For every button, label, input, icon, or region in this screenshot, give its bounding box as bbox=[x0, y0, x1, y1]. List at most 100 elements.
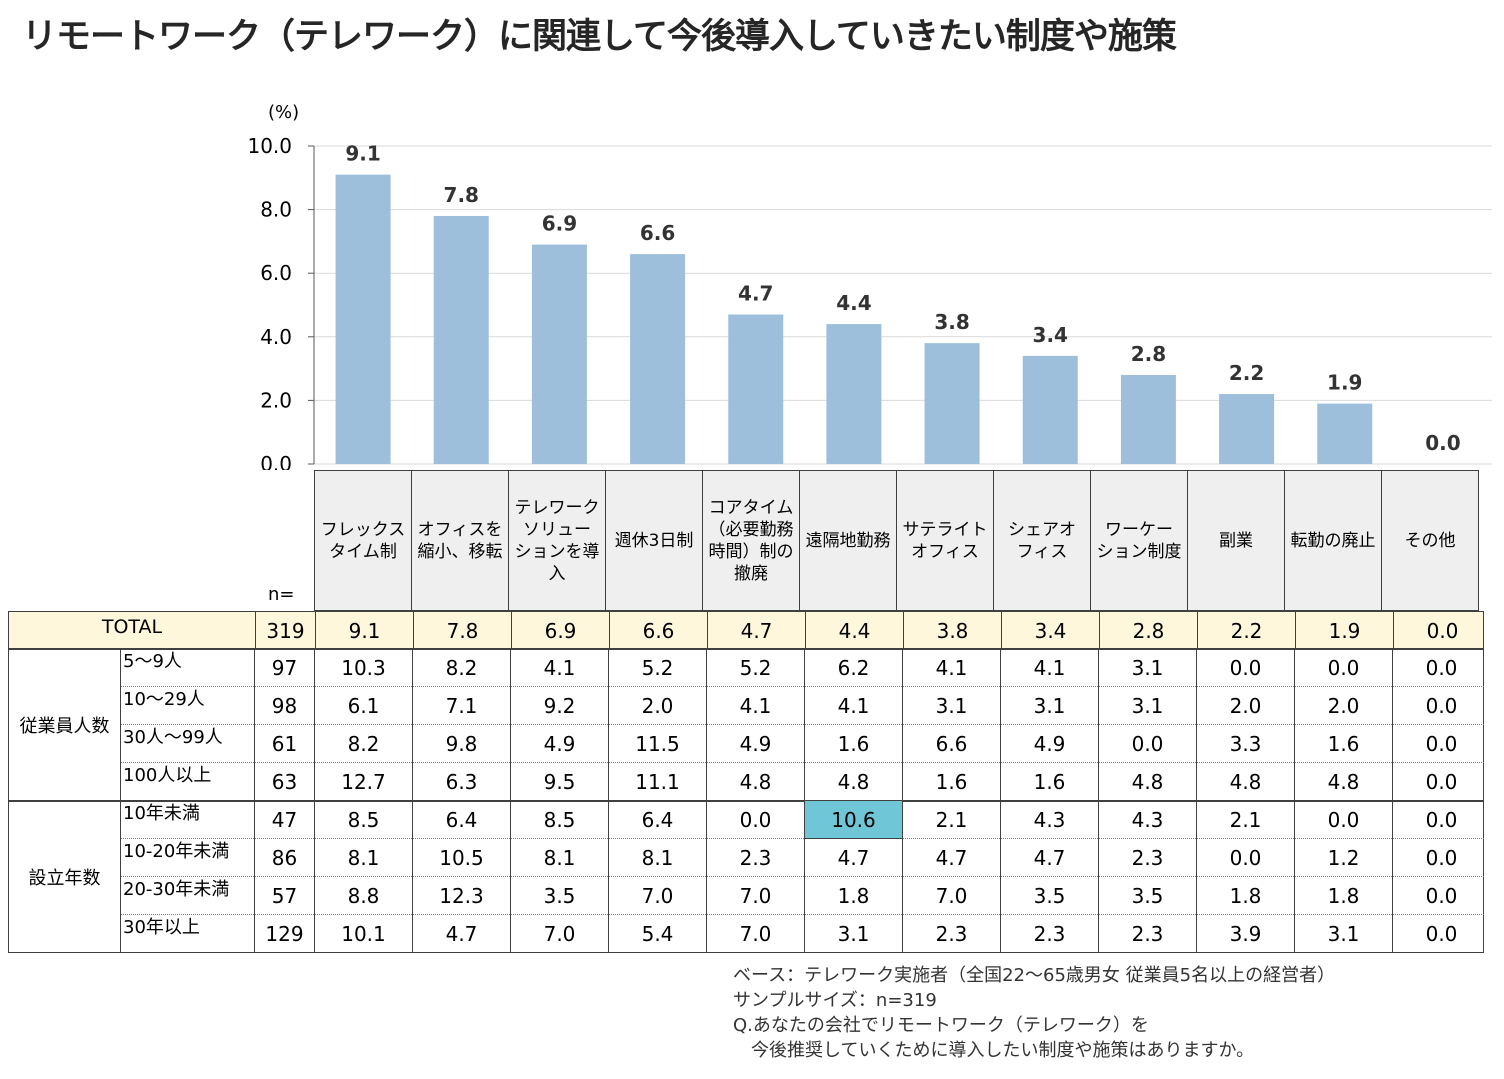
y-unit-label: (%) bbox=[268, 102, 299, 123]
data-label: 1.9 bbox=[1327, 371, 1362, 395]
cell-value: 11.1 bbox=[608, 763, 706, 801]
cell-value: 2.3 bbox=[1098, 915, 1196, 953]
cell-value: 4.3 bbox=[1098, 801, 1196, 839]
category-label: オフィスを 縮小、移転 bbox=[411, 470, 509, 611]
subgroup-label: 30年以上 bbox=[123, 917, 200, 938]
cell-value: 7.0 bbox=[510, 915, 608, 953]
n-label: n= bbox=[268, 584, 295, 605]
cell-value: 0.0 bbox=[706, 801, 804, 839]
y-tick-label: 10.0 bbox=[247, 134, 292, 158]
subgroup-label: 5～9人 bbox=[123, 651, 182, 672]
cell-value: 12.3 bbox=[412, 877, 510, 915]
cell-value: 3.5 bbox=[510, 877, 608, 915]
cell-value: 0.0 bbox=[1196, 839, 1294, 877]
bar-chart: (%) 0.0 2.0 4.0 6.0 8.0 10.0 9.1 7.8 6.9 6.6 4.7 4.4… bbox=[247, 102, 1492, 470]
cell-value: 1.9 bbox=[1295, 612, 1393, 650]
table-row: 30人～99人 61 8.2 9.8 4.9 11.5 4.9 1.6 6.6 4.9 0.0 3.3… bbox=[8, 725, 1484, 763]
cell-value: 0.0 bbox=[1392, 687, 1490, 725]
cell-value: 1.6 bbox=[804, 725, 902, 763]
subgroup-label: 20-30年未満 bbox=[123, 879, 230, 900]
cell-value: 4.1 bbox=[1000, 649, 1098, 687]
cell-value: 0.0 bbox=[1392, 877, 1490, 915]
category-label: 副業 bbox=[1187, 470, 1285, 611]
n-value: 97 bbox=[254, 649, 314, 687]
category-label: コアタイム （必要勤務 時間）制の 撤廃 bbox=[702, 470, 800, 611]
y-tick-label: 0.0 bbox=[260, 452, 292, 470]
cell-value: 8.1 bbox=[314, 839, 412, 877]
cell-value: 0.0 bbox=[1196, 649, 1294, 687]
category-label: ワーケー ション制度 bbox=[1090, 470, 1188, 611]
cell-value: 6.6 bbox=[609, 612, 707, 650]
y-tick-label: 4.0 bbox=[260, 325, 292, 349]
bar bbox=[826, 324, 882, 464]
cell-value: 9.2 bbox=[510, 687, 608, 725]
footnote-line: ベース：テレワーク実施者（全国22～65歳男女 従業員5名以上の経営者） bbox=[733, 965, 1336, 986]
group-frame bbox=[120, 801, 1484, 953]
cell-value: 10.3 bbox=[314, 649, 412, 687]
cell-value: 0.0 bbox=[1392, 839, 1490, 877]
cell-value: 6.4 bbox=[608, 801, 706, 839]
cell-value: 4.8 bbox=[804, 763, 902, 801]
cell-value: 11.5 bbox=[608, 725, 706, 763]
cell-value: 0.0 bbox=[1392, 725, 1490, 763]
n-value: 61 bbox=[254, 725, 314, 763]
n-value: 86 bbox=[254, 839, 314, 877]
cell-value: 1.8 bbox=[1196, 877, 1294, 915]
table-row: 10～29人 98 6.1 7.1 9.2 2.0 4.1 4.1 3.1 3.1 3.1 2.0 2.… bbox=[8, 687, 1484, 725]
cell-value: 2.3 bbox=[1000, 915, 1098, 953]
category-label: その他 bbox=[1381, 470, 1479, 611]
n-value: 47 bbox=[254, 801, 314, 839]
data-label: 3.8 bbox=[934, 310, 969, 334]
cell-value: 12.7 bbox=[314, 763, 412, 801]
table-row-total: TOTAL 319 9.1 7.8 6.9 6.6 4.7 4.4 3.8 3.4 2.8 2.2 1.… bbox=[8, 611, 1484, 650]
cell-value: 2.0 bbox=[1196, 687, 1294, 725]
cell-value: 2.0 bbox=[1294, 687, 1392, 725]
cell-value: 2.1 bbox=[1196, 801, 1294, 839]
cell-value: 4.7 bbox=[707, 612, 805, 650]
category-label: 遠隔地勤務 bbox=[799, 470, 897, 611]
cell-value: 7.0 bbox=[608, 877, 706, 915]
cell-value: 1.8 bbox=[804, 877, 902, 915]
cell-value: 5.2 bbox=[706, 649, 804, 687]
cell-value: 9.5 bbox=[510, 763, 608, 801]
cell-value: 0.0 bbox=[1294, 649, 1392, 687]
cell-value: 3.3 bbox=[1196, 725, 1294, 763]
footnote-line: Q.あなたの会社でリモートワーク（テレワーク）を bbox=[733, 1015, 1149, 1036]
category-label: サテライト オフィス bbox=[896, 470, 994, 611]
table-row: 30年以上 129 10.1 4.7 7.0 5.4 7.0 3.1 2.3 2.3 2.3 3.9 3… bbox=[8, 915, 1484, 953]
cell-value: 0.0 bbox=[1392, 801, 1490, 839]
cell-value: 3.1 bbox=[804, 915, 902, 953]
cell-value: 3.5 bbox=[1098, 877, 1196, 915]
cell-value: 9.1 bbox=[315, 612, 413, 650]
cell-value: 8.5 bbox=[510, 801, 608, 839]
footnote-line: 今後推奨していくために導入したい制度や施策はありますか。 bbox=[733, 1040, 1255, 1061]
data-label: 2.2 bbox=[1229, 361, 1264, 385]
bar bbox=[924, 343, 980, 464]
cell-value: 0.0 bbox=[1098, 725, 1196, 763]
cell-value: 6.2 bbox=[804, 649, 902, 687]
cell-value: 7.0 bbox=[706, 877, 804, 915]
cell-value: 5.4 bbox=[608, 915, 706, 953]
cell-value: 0.0 bbox=[1393, 612, 1491, 650]
cell-value: 7.0 bbox=[902, 877, 1000, 915]
group-label: 従業員人数 bbox=[8, 649, 121, 801]
cell-value: 3.1 bbox=[1098, 649, 1196, 687]
cell-value: 1.6 bbox=[1294, 725, 1392, 763]
cell-value: 0.0 bbox=[1392, 763, 1490, 801]
cell-value: 0.0 bbox=[1392, 915, 1490, 953]
cell-value: 0.0 bbox=[1294, 801, 1392, 839]
subgroup-label: 30人～99人 bbox=[123, 727, 223, 748]
cell-value: 3.8 bbox=[903, 612, 1001, 650]
subgroup-label: 10年未満 bbox=[123, 803, 200, 824]
cell-value: 7.1 bbox=[412, 687, 510, 725]
bar bbox=[531, 244, 587, 464]
cell-value: 4.9 bbox=[1000, 725, 1098, 763]
cell-value: 1.6 bbox=[902, 763, 1000, 801]
n-value: 63 bbox=[254, 763, 314, 801]
group-frame bbox=[120, 649, 1484, 801]
row-divider bbox=[121, 762, 1484, 763]
cell-value: 4.8 bbox=[1098, 763, 1196, 801]
bar bbox=[1317, 403, 1373, 464]
cell-value: 2.0 bbox=[608, 687, 706, 725]
cell-value: 3.1 bbox=[1098, 687, 1196, 725]
